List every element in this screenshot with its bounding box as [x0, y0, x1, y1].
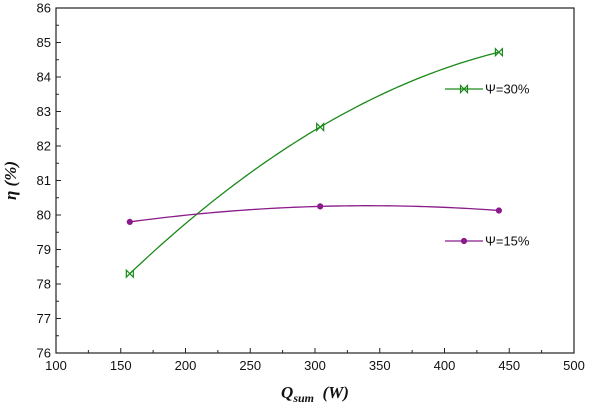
legend: Ψ=30% Ψ=15%: [445, 82, 530, 249]
legend-marker: [459, 84, 469, 94]
x-tick-label: 100: [45, 358, 67, 373]
x-tick-label: 500: [563, 358, 585, 373]
series-line: [129, 205, 499, 223]
x-axis-title-sub: sum: [292, 391, 314, 405]
x-tick-label: 350: [369, 358, 391, 373]
y-tick-label: 83: [37, 104, 51, 119]
x-tick-label: 400: [434, 358, 456, 373]
y-tick-label: 79: [37, 242, 51, 257]
x-axis-title-rest: (W): [314, 383, 349, 402]
x-tick-label: 450: [498, 358, 520, 373]
y-tick-label: 80: [37, 208, 51, 223]
y-tick-label: 85: [37, 35, 51, 50]
y-axis: 76 77 78 79 80 81 82 83 84 85 86: [37, 1, 61, 361]
series-layer: [125, 47, 503, 279]
y-tick-label: 86: [37, 1, 51, 16]
y-tick-label: 81: [37, 173, 51, 188]
plot-border: [55, 7, 575, 354]
x-axis: 100 150 200 250 300 350 400 450 500: [45, 348, 585, 373]
series-line: [129, 51, 500, 275]
legend-label: Ψ=30%: [485, 82, 530, 97]
y-tick-label: 78: [37, 277, 51, 292]
legend-marker: [460, 237, 468, 245]
legend-entry-psi-15: Ψ=15%: [445, 234, 530, 249]
legend-entry-psi-30: Ψ=30%: [445, 82, 530, 97]
x-tick-label: 200: [175, 358, 197, 373]
y-tick-label: 84: [37, 70, 51, 85]
data-point: [495, 207, 502, 214]
y-tick-label: 76: [37, 346, 51, 361]
x-axis-title-main: Q: [281, 383, 293, 402]
data-point: [125, 268, 134, 279]
x-tick-label: 150: [110, 358, 132, 373]
plot-frame: [55, 7, 575, 354]
y-tick-label: 77: [37, 311, 51, 326]
data-point: [494, 47, 503, 58]
legend-label: Ψ=15%: [485, 234, 530, 249]
data-point: [316, 122, 325, 132]
data-point: [126, 218, 133, 225]
series-psi-30: [125, 47, 503, 279]
y-tick-label: 82: [37, 139, 51, 154]
y-axis-title: η (%): [1, 161, 20, 200]
x-tick-label: 250: [239, 358, 261, 373]
x-tick-label: 300: [304, 358, 326, 373]
x-axis-title: Qsum (W): [281, 383, 349, 405]
data-point: [317, 203, 324, 210]
series-psi-15: [126, 203, 502, 225]
